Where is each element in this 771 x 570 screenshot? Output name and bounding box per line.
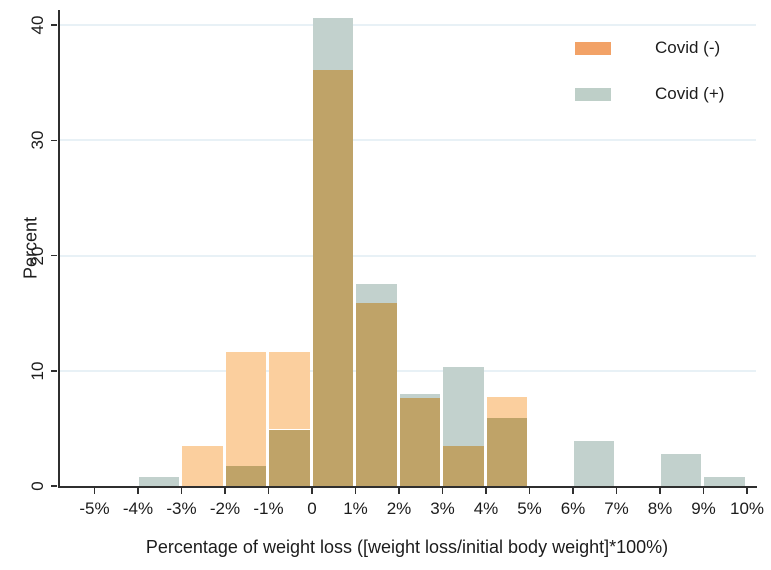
bar-overlap-bin4 <box>486 418 527 486</box>
legend: Covid (-) Covid (+) <box>575 36 724 128</box>
bar-overlap-bin3 <box>443 445 484 486</box>
bar-top-bin4 <box>486 397 527 418</box>
x-tick-2% <box>398 488 400 494</box>
x-tick-8% <box>659 488 661 494</box>
y-tick-40 <box>51 24 57 26</box>
y-tick-label-20: 20 <box>28 246 47 265</box>
bar-overlap-bin-1 <box>269 429 310 486</box>
x-tick-label-0: 0 <box>307 499 317 518</box>
x-tick-label-8%: 8% <box>647 499 673 518</box>
gridline-20 <box>59 254 756 257</box>
legend-entry-covid-positive: Covid (+) <box>575 82 724 106</box>
x-tick-10% <box>746 488 748 494</box>
y-tick-label-10: 10 <box>28 361 47 381</box>
y-tick-20 <box>51 254 57 257</box>
x-tick-label--5%: -5% <box>79 499 110 518</box>
legend-entry-covid-negative: Covid (-) <box>575 36 724 60</box>
x-axis-line <box>57 486 757 488</box>
y-tick-30 <box>51 139 57 141</box>
x-tick--2% <box>224 488 226 494</box>
x-tick--4% <box>137 488 139 494</box>
x-tick-label--2%: -2% <box>209 499 241 518</box>
x-tick-4% <box>485 488 487 494</box>
bar-top-bin-1 <box>269 352 310 430</box>
bar-overlap-bin0 <box>312 69 353 486</box>
gridline-40 <box>59 24 756 26</box>
x-tick-label--3%: -3% <box>166 499 197 518</box>
y-tick-0 <box>51 485 57 487</box>
x-tick-9% <box>702 488 705 494</box>
bar-top-bin2 <box>399 393 440 399</box>
legend-swatch-covid-negative <box>575 41 611 55</box>
x-tick-7% <box>615 488 618 494</box>
bar-covid-negative-bin-3 <box>182 445 223 486</box>
x-tick--3% <box>180 488 183 494</box>
x-axis-title: Percentage of weight loss ([weight loss/… <box>145 537 669 557</box>
bar-covid-positive-bin6 <box>573 441 614 486</box>
x-tick-label-9%: 9% <box>691 499 716 518</box>
x-tick-label-4%: 4% <box>473 499 499 518</box>
gridline-10 <box>59 369 756 372</box>
x-tick-5% <box>528 488 531 494</box>
x-tick--1% <box>267 488 270 494</box>
x-tick-label--4%: -4% <box>122 499 154 518</box>
x-tick-label-5%: 5% <box>517 499 542 518</box>
x-tick-0 <box>311 488 313 494</box>
x-tick-3% <box>441 488 444 494</box>
bar-covid-positive-bin-4 <box>138 476 179 486</box>
bar-top-bin-2 <box>225 352 266 467</box>
x-tick-label-7%: 7% <box>604 499 629 518</box>
bar-covid-positive-bin9 <box>704 476 745 486</box>
legend-label-covid-positive: Covid (+) <box>655 84 725 103</box>
y-tick-10 <box>51 370 57 372</box>
bar-top-bin0 <box>312 18 353 70</box>
x-tick-label-1%: 1% <box>343 499 368 518</box>
legend-label-covid-negative: Covid (-) <box>655 38 721 57</box>
gridline-30 <box>59 139 756 142</box>
y-tick-label-40: 40 <box>28 15 47 35</box>
x-tick-label-6%: 6% <box>560 499 586 518</box>
x-tick--5% <box>93 488 96 494</box>
x-tick-label-2%: 2% <box>386 499 412 518</box>
bar-top-bin3 <box>443 367 484 446</box>
x-tick-label-3%: 3% <box>430 499 455 518</box>
bar-overlap-bin1 <box>356 302 397 486</box>
bar-covid-positive-bin8 <box>660 453 701 486</box>
x-tick-6% <box>572 488 574 494</box>
bar-overlap-bin2 <box>399 398 440 486</box>
bar-top-bin1 <box>356 284 397 303</box>
y-tick-label-30: 30 <box>28 130 47 150</box>
legend-swatch-covid-positive <box>575 87 611 101</box>
x-tick-1% <box>354 488 357 494</box>
y-axis-line <box>57 10 60 487</box>
x-tick-label--1%: -1% <box>253 499 284 518</box>
x-tick-label-10%: 10% <box>729 499 765 518</box>
bar-overlap-bin-2 <box>225 466 266 486</box>
y-tick-label-0: 0 <box>28 481 47 491</box>
